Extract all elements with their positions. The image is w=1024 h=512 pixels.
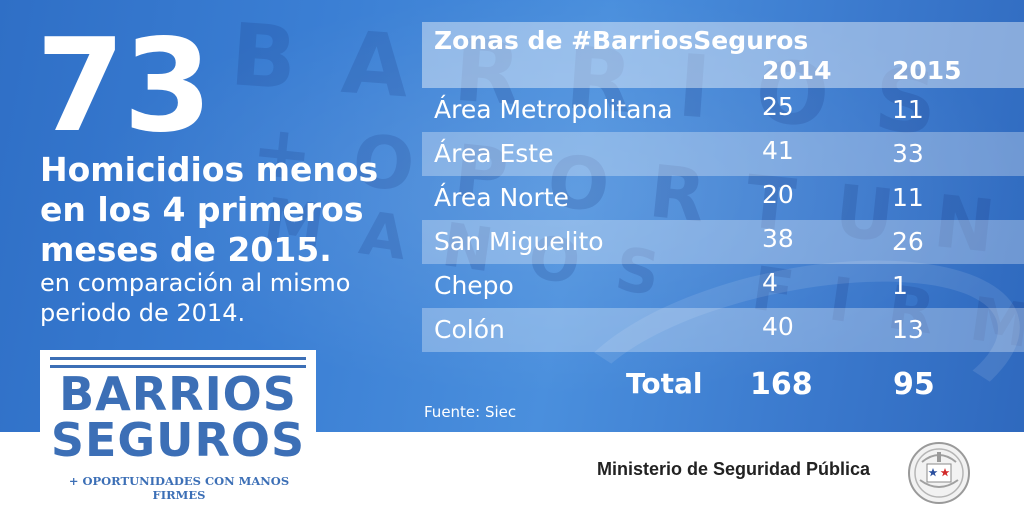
header-year-2014: 2014: [762, 56, 832, 85]
row-value-2014: 4: [762, 268, 778, 297]
logo-word-seguros: SEGUROS: [50, 413, 306, 467]
row-value-2014: 38: [762, 224, 794, 253]
logo-tagline: + OPORTUNIDADES CON MANOS FIRMES: [68, 474, 290, 502]
logo-rule: [50, 365, 306, 368]
logo-rule: [50, 357, 306, 360]
table-header: Zonas de #BarriosSeguros 2014 2015: [422, 22, 1024, 88]
row-zone: Colón: [434, 315, 505, 344]
homicide-reduction-number: 73: [36, 12, 212, 161]
row-zone: San Miguelito: [434, 227, 604, 256]
row-zone: Chepo: [434, 271, 514, 300]
header-year-2015: 2015: [892, 56, 962, 85]
table-row: Área Metropolitana 25 11: [422, 88, 1024, 132]
row-value-2014: 25: [762, 92, 794, 121]
row-zone: Área Este: [434, 139, 554, 168]
row-value-2015: 33: [892, 139, 924, 168]
row-value-2015: 11: [892, 183, 924, 212]
row-value-2015: 1: [892, 271, 908, 300]
row-value-2015: 11: [892, 95, 924, 124]
row-value-2015: 26: [892, 227, 924, 256]
total-label: Total: [626, 367, 703, 400]
row-zone: Área Metropolitana: [434, 95, 673, 124]
table-row: Chepo 4 1: [422, 264, 1024, 308]
total-value-2015: 95: [893, 367, 935, 402]
header-zone: Zonas de #BarriosSeguros: [434, 26, 809, 55]
logo-word-barrios: BARRIOS: [59, 367, 297, 421]
row-value-2014: 41: [762, 136, 794, 165]
row-value-2015: 13: [892, 315, 924, 344]
row-value-2014: 40: [762, 312, 794, 341]
table-row: San Miguelito 38 26: [422, 220, 1024, 264]
total-value-2014: 168: [750, 367, 813, 402]
homicides-table: Zonas de #BarriosSeguros 2014 2015 Área …: [422, 22, 1024, 352]
table-row: Colón 40 13: [422, 308, 1024, 352]
table-row: Área Norte 20 11: [422, 176, 1024, 220]
row-value-2014: 20: [762, 180, 794, 209]
headline: Homicidios menos en los 4 primeros meses…: [40, 150, 379, 269]
subline: en comparación al mismo periodo de 2014.: [40, 269, 351, 327]
barrios-seguros-logo: BARRIOS SEGUROS + OPORTUNIDADES CON MANO…: [40, 350, 316, 502]
table-row: Área Este 41 33: [422, 132, 1024, 176]
row-zone: Área Norte: [434, 183, 569, 212]
ministry-name: Ministerio de Seguridad Pública: [597, 459, 871, 479]
source-note: Fuente: Siec: [424, 403, 517, 421]
ministry-seal-icon: [908, 442, 970, 504]
